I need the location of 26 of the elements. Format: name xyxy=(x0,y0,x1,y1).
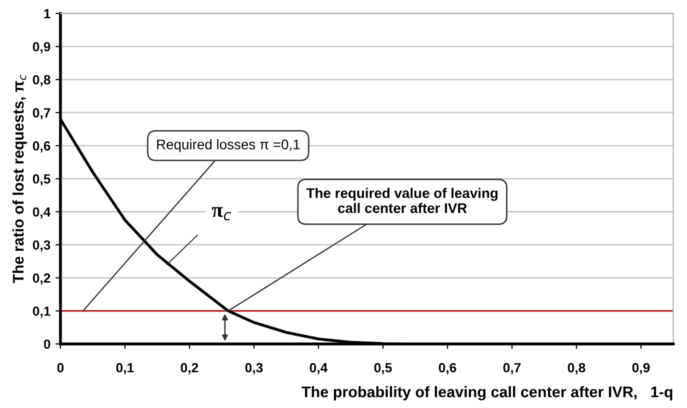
x-tick-label: 0,8 xyxy=(568,363,586,374)
annotation: π$_{c}$ xyxy=(212,207,232,220)
x-tick-label: 0,4 xyxy=(310,363,328,374)
y-axis-title: The ratio of lost requests, π$_{c}$ xyxy=(12,74,27,284)
x-tick-label: 0,9 xyxy=(632,363,650,374)
y-tick-label: 0 xyxy=(44,340,50,349)
y-tick-label: 0,7 xyxy=(32,108,50,120)
y-tick-label: 0,4 xyxy=(32,207,51,219)
x-tick-label: 0,6 xyxy=(438,363,456,374)
y-tick-label: 1 xyxy=(44,9,50,18)
y-tick-label: 0,5 xyxy=(32,174,50,186)
x-tick-label: 0,3 xyxy=(245,363,263,374)
y-tick-label: 0,2 xyxy=(32,273,50,285)
annotation: The required value of leaving call center after IVR xyxy=(306,188,498,214)
x-tick-label: 0,5 xyxy=(374,363,392,374)
annotation: Required losses π =0,1 xyxy=(157,139,300,152)
x-tick-label: 0,7 xyxy=(503,363,521,374)
y-tick-label: 0,9 xyxy=(32,42,50,54)
x-tick-label: 0,2 xyxy=(180,363,198,374)
y-tick-label: 0,8 xyxy=(32,75,50,86)
x-tick-label: 0,1 xyxy=(116,363,134,374)
x-axis-title: The probability of leaving call center after IVR, 1-q xyxy=(302,386,672,400)
x-tick-label: 0 xyxy=(57,363,64,372)
y-tick-label: 0,1 xyxy=(32,306,50,318)
y-tick-label: 0,6 xyxy=(32,141,50,152)
y-tick-label: 0,3 xyxy=(32,240,50,252)
